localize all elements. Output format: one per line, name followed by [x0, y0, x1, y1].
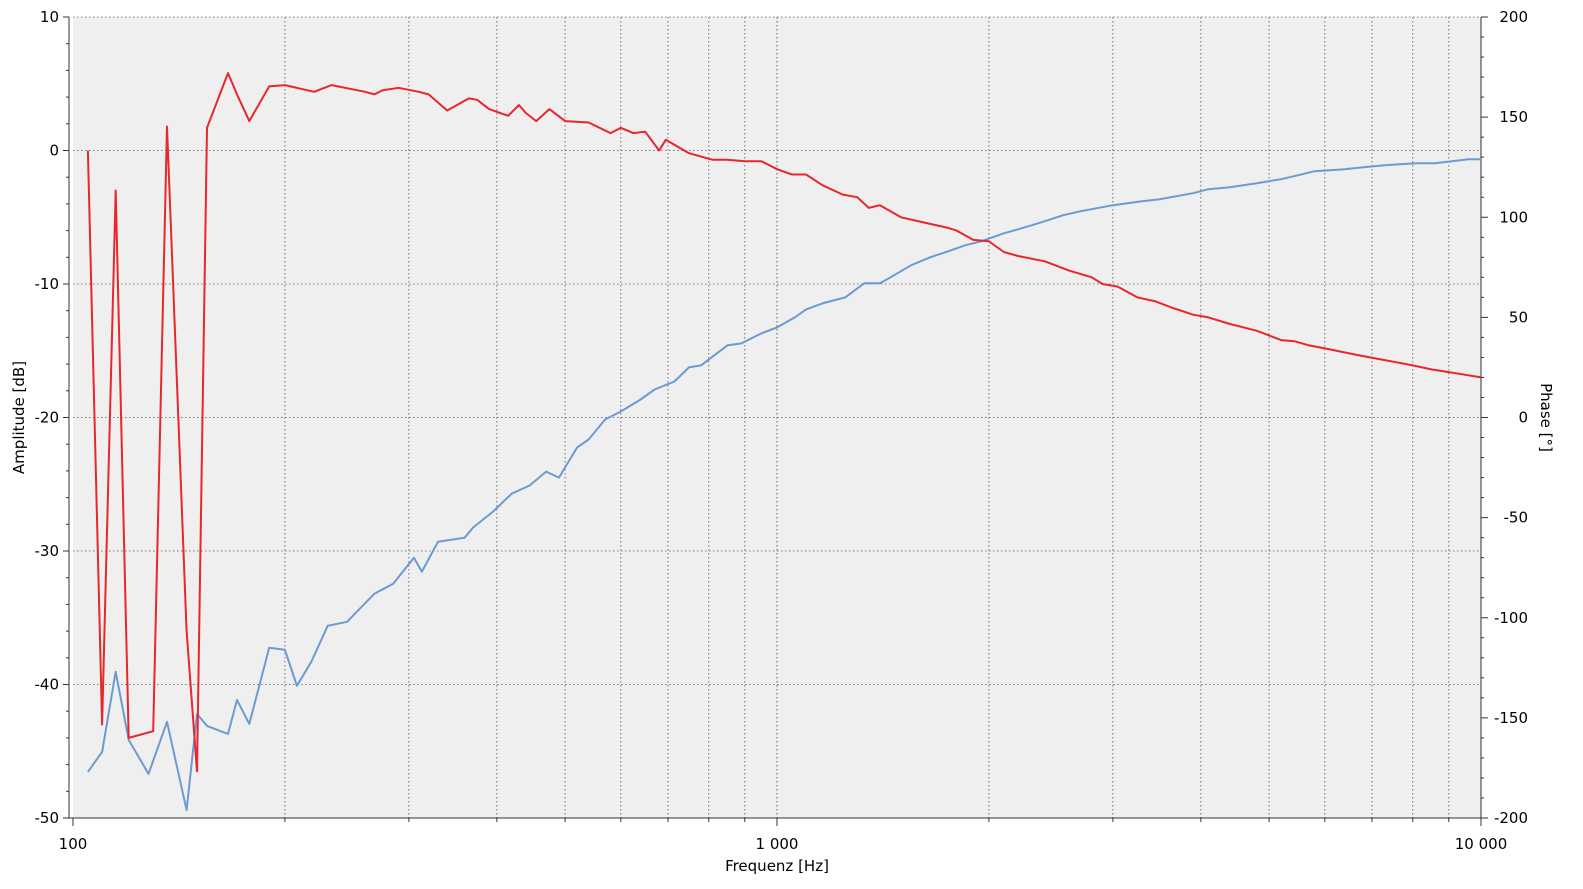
y2-tick-label: -200	[1494, 809, 1528, 827]
x-tick-label: 100	[59, 835, 88, 853]
y2-tick-label: 0	[1518, 409, 1528, 427]
y-tick-label: -20	[35, 409, 60, 427]
phase-series-line	[87, 158, 1481, 811]
series-layer	[86, 72, 1482, 811]
y-tick-label: 0	[49, 142, 59, 160]
grid	[73, 16, 1481, 818]
y-tick-label: -30	[35, 542, 60, 560]
amplitude-series-line	[86, 72, 1482, 773]
axes: 100-10-20-30-40-50200150100500-50-100-15…	[35, 8, 1529, 853]
y-tick-label: -50	[35, 809, 60, 827]
y2-tick-label: -50	[1504, 509, 1529, 527]
y2-tick-label: 200	[1499, 8, 1528, 26]
y2-tick-label: 150	[1499, 108, 1528, 126]
y2-tick-label: -100	[1494, 609, 1528, 627]
y-tick-label: -10	[35, 275, 60, 293]
y2-tick-label: 100	[1499, 208, 1528, 226]
y2-tick-label: 50	[1509, 308, 1528, 326]
y-axis-title: Amplitude [dB]	[10, 361, 28, 474]
x-axis-title: Frequenz [Hz]	[725, 857, 829, 875]
y2-axis-title: Phase [°]	[1537, 383, 1555, 452]
x-tick-label: 10 000	[1455, 835, 1508, 853]
y-tick-label: 10	[40, 8, 59, 26]
y2-tick-label: -150	[1494, 709, 1528, 727]
y-tick-label: -40	[35, 676, 60, 694]
x-tick-label: 1 000	[756, 835, 799, 853]
